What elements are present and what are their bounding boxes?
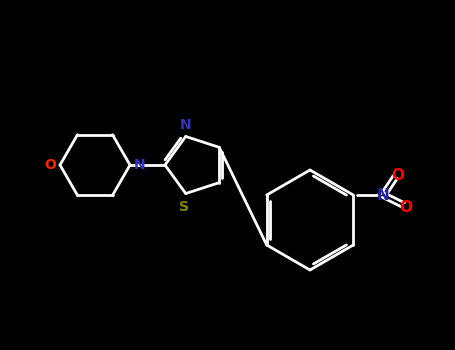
Text: N: N	[180, 118, 192, 132]
Text: O: O	[399, 199, 412, 215]
Text: N: N	[134, 158, 146, 172]
Text: N: N	[377, 188, 389, 203]
Text: O: O	[44, 158, 56, 172]
Text: O: O	[391, 168, 404, 182]
Text: S: S	[179, 199, 189, 213]
